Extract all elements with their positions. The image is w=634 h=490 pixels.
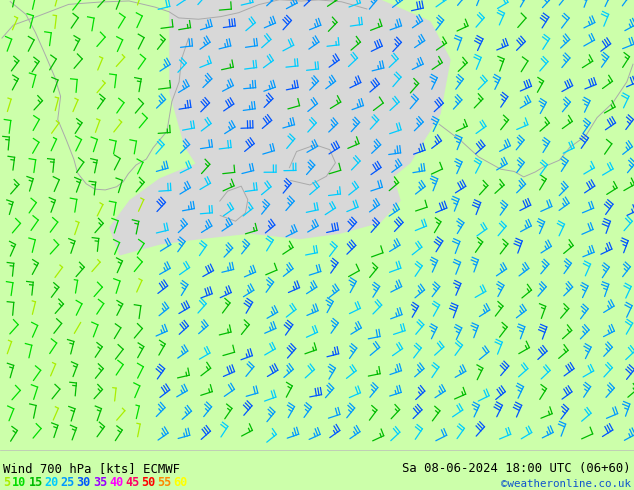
- Text: 15: 15: [29, 476, 42, 489]
- Text: 5: 5: [3, 476, 10, 489]
- Text: 50: 50: [141, 476, 155, 489]
- Text: 20: 20: [44, 476, 59, 489]
- Text: 45: 45: [125, 476, 139, 489]
- Text: 40: 40: [109, 476, 123, 489]
- Text: 60: 60: [173, 476, 188, 489]
- Text: 30: 30: [77, 476, 91, 489]
- Text: 10: 10: [12, 476, 27, 489]
- Text: 25: 25: [61, 476, 75, 489]
- Text: 35: 35: [93, 476, 107, 489]
- Text: Sa 08-06-2024 18:00 UTC (06+60): Sa 08-06-2024 18:00 UTC (06+60): [403, 462, 631, 475]
- Polygon shape: [170, 0, 450, 222]
- Polygon shape: [110, 136, 400, 255]
- Text: 55: 55: [157, 476, 171, 489]
- Text: Wind 700 hPa [kts] ECMWF: Wind 700 hPa [kts] ECMWF: [3, 462, 180, 475]
- Text: ©weatheronline.co.uk: ©weatheronline.co.uk: [501, 479, 631, 489]
